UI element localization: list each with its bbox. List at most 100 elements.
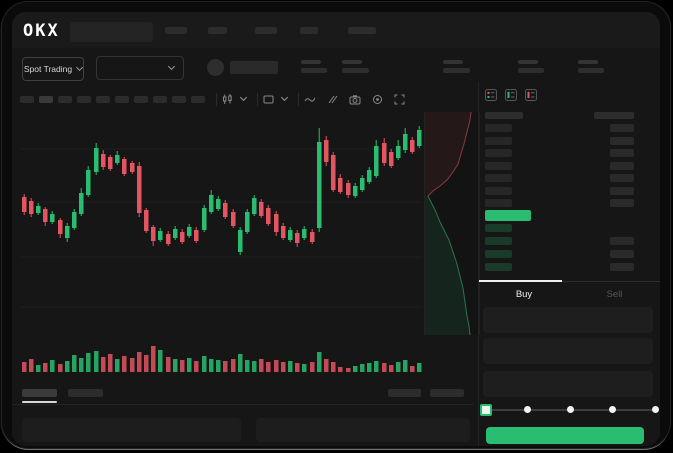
slider-stop[interactable] bbox=[651, 406, 659, 413]
nav-item-placeholder[interactable] bbox=[165, 27, 187, 34]
slider-stop[interactable] bbox=[566, 406, 574, 413]
orderbook-row-placeholder bbox=[485, 174, 512, 182]
timeframe-button[interactable] bbox=[134, 95, 148, 103]
orderbook-row-placeholder bbox=[610, 174, 634, 182]
okx-logo: OKX bbox=[23, 21, 60, 41]
market-type-label: Spot Trading bbox=[23, 64, 73, 74]
slider-stop[interactable] bbox=[609, 406, 616, 413]
order-price-field[interactable] bbox=[483, 307, 653, 333]
orderbook-row-placeholder bbox=[485, 263, 512, 271]
trade-tabs-divider bbox=[479, 281, 660, 282]
timeframe-button[interactable] bbox=[153, 95, 167, 103]
stat-group bbox=[578, 60, 604, 73]
divider bbox=[298, 92, 299, 106]
orderbook-row-placeholder bbox=[610, 161, 634, 170]
pair-dropdown[interactable] bbox=[96, 56, 184, 80]
candlestick-chart bbox=[20, 126, 422, 308]
camera-icon[interactable] bbox=[349, 94, 361, 105]
volume-chart bbox=[22, 346, 422, 372]
order-amount-field[interactable] bbox=[483, 338, 653, 364]
orderbook-row-placeholder bbox=[485, 224, 512, 232]
tab-buy[interactable]: Buy bbox=[479, 289, 569, 300]
chart-toolbar bbox=[20, 92, 420, 106]
top-nav: OKX bbox=[12, 12, 660, 48]
orderbook-header-right bbox=[594, 112, 634, 119]
orderbook-row-placeholder bbox=[610, 250, 634, 258]
chevron-down-icon[interactable] bbox=[239, 93, 248, 102]
last-price-badge bbox=[485, 210, 531, 221]
nav-item-placeholder[interactable] bbox=[255, 27, 277, 34]
tab-sell[interactable]: Sell bbox=[569, 289, 660, 300]
orderbook-row-placeholder bbox=[610, 149, 634, 157]
orderbook-row-placeholder bbox=[485, 161, 512, 170]
timeframe-button[interactable] bbox=[20, 95, 34, 103]
depth-chart bbox=[425, 112, 472, 335]
slider-handle[interactable] bbox=[480, 404, 492, 416]
orderbook-row-placeholder bbox=[485, 149, 512, 157]
app-window: OKX Spot Trading bbox=[12, 12, 660, 446]
book-buy-icon[interactable] bbox=[505, 89, 517, 101]
bottom-divider bbox=[12, 404, 474, 405]
nav-item-placeholder[interactable] bbox=[208, 27, 227, 34]
orderbook-asks-price-col bbox=[485, 124, 512, 212]
bottom-tab-active[interactable] bbox=[22, 389, 57, 397]
chevron-down-icon bbox=[167, 62, 176, 71]
tab-sell-label: Sell bbox=[606, 289, 623, 300]
orderbook-row-placeholder bbox=[485, 199, 512, 207]
device-frame: OKX Spot Trading bbox=[2, 2, 670, 448]
timeframe-button[interactable] bbox=[58, 95, 72, 103]
fullscreen-icon[interactable] bbox=[394, 94, 405, 105]
depth-panel bbox=[424, 112, 480, 335]
book-both-icon[interactable] bbox=[485, 89, 497, 101]
timeframe-button[interactable] bbox=[96, 95, 110, 103]
indicators-icon[interactable] bbox=[327, 94, 338, 105]
slider-stop[interactable] bbox=[524, 406, 531, 413]
line-chart-icon[interactable] bbox=[304, 94, 316, 105]
timeframe-button[interactable] bbox=[77, 95, 91, 103]
price-placeholder bbox=[230, 61, 278, 74]
bottom-tab-active-underline bbox=[22, 401, 57, 403]
stat-group bbox=[518, 60, 544, 73]
market-type-dropdown[interactable]: Spot Trading bbox=[22, 57, 84, 81]
amount-slider[interactable] bbox=[480, 404, 659, 416]
orderbook-header-left bbox=[485, 112, 523, 119]
timeframe-button[interactable] bbox=[191, 95, 205, 103]
right-panel-divider bbox=[478, 82, 479, 446]
bottom-tab[interactable] bbox=[68, 389, 103, 397]
timeframe-button-active[interactable] bbox=[39, 95, 53, 103]
orderbook-row-placeholder bbox=[610, 237, 634, 245]
orderbook-row-placeholder bbox=[610, 199, 634, 207]
orderbook-row-placeholder bbox=[610, 186, 634, 195]
settings-icon[interactable] bbox=[372, 94, 383, 105]
buy-submit-button[interactable] bbox=[486, 427, 644, 444]
coin-avatar bbox=[207, 59, 224, 76]
orderbook-row-placeholder bbox=[485, 250, 512, 258]
bottom-input-placeholder[interactable] bbox=[256, 418, 470, 442]
orderbook-view-toggle bbox=[485, 89, 537, 101]
order-total-field[interactable] bbox=[483, 371, 653, 397]
nav-item-placeholder[interactable] bbox=[348, 27, 376, 34]
buy-tab-indicator bbox=[479, 280, 562, 282]
stat-group bbox=[301, 60, 327, 73]
interval-icon[interactable] bbox=[263, 94, 274, 105]
timeframe-button[interactable] bbox=[115, 95, 129, 103]
divider bbox=[257, 92, 258, 106]
candles-icon[interactable] bbox=[222, 93, 233, 105]
orderbook-row-placeholder bbox=[485, 237, 512, 245]
bottom-action-placeholder[interactable] bbox=[430, 389, 464, 397]
chevron-down-icon[interactable] bbox=[280, 93, 289, 102]
orderbook-asks-amount-col bbox=[610, 124, 634, 212]
pair-selector-placeholder[interactable] bbox=[70, 22, 153, 42]
chevron-down-icon bbox=[76, 63, 84, 72]
stat-group bbox=[443, 60, 470, 73]
stat-group bbox=[342, 60, 369, 73]
orderbook-row-placeholder bbox=[485, 186, 512, 195]
orderbook-row-placeholder bbox=[610, 136, 634, 145]
bottom-input-placeholder[interactable] bbox=[22, 418, 241, 442]
orderbook-bids-amount-col bbox=[610, 237, 634, 276]
timeframe-button[interactable] bbox=[172, 95, 186, 103]
book-sell-icon[interactable] bbox=[525, 89, 537, 101]
bottom-action-placeholder[interactable] bbox=[388, 389, 421, 397]
nav-item-placeholder[interactable] bbox=[300, 27, 318, 34]
orderbook-bids-price-col bbox=[485, 224, 512, 276]
